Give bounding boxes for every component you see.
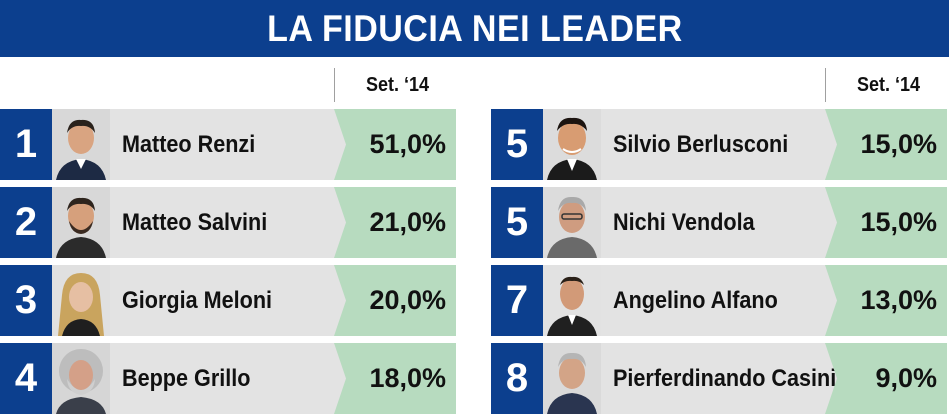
rank-box: 2	[0, 187, 52, 258]
rank-box: 7	[491, 265, 543, 336]
right-column: Set. ‘14 5 Silvio Berlusconi 15,0% 5	[491, 66, 949, 414]
value-box: 15,0%	[825, 109, 947, 180]
person-portrait-icon	[543, 109, 601, 180]
table-row: 4 Beppe Grillo 18,0%	[0, 343, 462, 414]
chart-title: LA FIDUCIA NEI LEADER	[266, 7, 683, 49]
rank-box: 8	[491, 343, 543, 414]
value-label: 20,0%	[369, 285, 446, 315]
person-name: Matteo Salvini	[122, 208, 268, 236]
header-divider	[334, 68, 335, 102]
rank-number: 3	[14, 278, 38, 322]
person-name: Angelino Alfano	[613, 286, 778, 314]
person-name: Giorgia Meloni	[122, 286, 273, 314]
table-row: 7 Angelino Alfano 13,0%	[491, 265, 949, 336]
title-bar: LA FIDUCIA NEI LEADER	[0, 0, 949, 57]
person-name: Matteo Renzi	[122, 130, 256, 158]
value-label: 15,0%	[860, 129, 937, 159]
right-column-header: Set. ‘14	[491, 66, 949, 104]
table-row: 3 Giorgia Meloni 20,0%	[0, 265, 462, 336]
rank-number: 2	[14, 200, 38, 244]
person-name: Nichi Vendola	[613, 208, 755, 236]
person-portrait-icon	[543, 187, 601, 258]
value-box: 51,0%	[334, 109, 456, 180]
rank-box: 1	[0, 109, 52, 180]
table-row: 5 Silvio Berlusconi 15,0%	[491, 109, 949, 180]
value-box: 21,0%	[334, 187, 456, 258]
rank-box: 3	[0, 265, 52, 336]
left-column: Set. ‘14 1 Matteo Renzi 51,0% 2	[0, 66, 462, 414]
value-label: 15,0%	[860, 207, 937, 237]
table-row: 2 Matteo Salvini 21,0%	[0, 187, 462, 258]
header-divider	[825, 68, 826, 102]
table-row: 5 Nichi Vendola 15,0%	[491, 187, 949, 258]
value-label: 13,0%	[860, 285, 937, 315]
value-label: 51,0%	[369, 129, 446, 159]
value-label: 21,0%	[369, 207, 446, 237]
person-name: Silvio Berlusconi	[613, 130, 789, 158]
person-portrait-icon	[543, 265, 601, 336]
value-box: 9,0%	[825, 343, 947, 414]
value-box: 13,0%	[825, 265, 947, 336]
left-column-header: Set. ‘14	[0, 66, 462, 104]
column-header-label: Set. ‘14	[366, 74, 430, 96]
value-box: 15,0%	[825, 187, 947, 258]
rank-box: 4	[0, 343, 52, 414]
rank-number: 5	[505, 200, 529, 244]
value-label: 18,0%	[369, 363, 446, 393]
rank-number: 7	[505, 278, 529, 322]
rank-number: 4	[14, 356, 38, 400]
rank-number: 8	[505, 356, 529, 400]
rank-number: 1	[14, 122, 38, 166]
person-portrait-icon	[52, 187, 110, 258]
table-row: 1 Matteo Renzi 51,0%	[0, 109, 462, 180]
rank-box: 5	[491, 187, 543, 258]
person-name: Pierferdinando Casini	[613, 364, 837, 392]
person-portrait-icon	[543, 343, 601, 414]
person-name: Beppe Grillo	[122, 364, 251, 392]
column-header-label: Set. ‘14	[857, 74, 921, 96]
value-box: 20,0%	[334, 265, 456, 336]
value-box: 18,0%	[334, 343, 456, 414]
person-portrait-icon	[52, 109, 110, 180]
person-portrait-icon	[52, 265, 110, 336]
person-portrait-icon	[52, 343, 110, 414]
rank-number: 5	[505, 122, 529, 166]
table-row: 8 Pierferdinando Casini 9,0%	[491, 343, 949, 414]
rank-box: 5	[491, 109, 543, 180]
value-label: 9,0%	[875, 363, 937, 393]
